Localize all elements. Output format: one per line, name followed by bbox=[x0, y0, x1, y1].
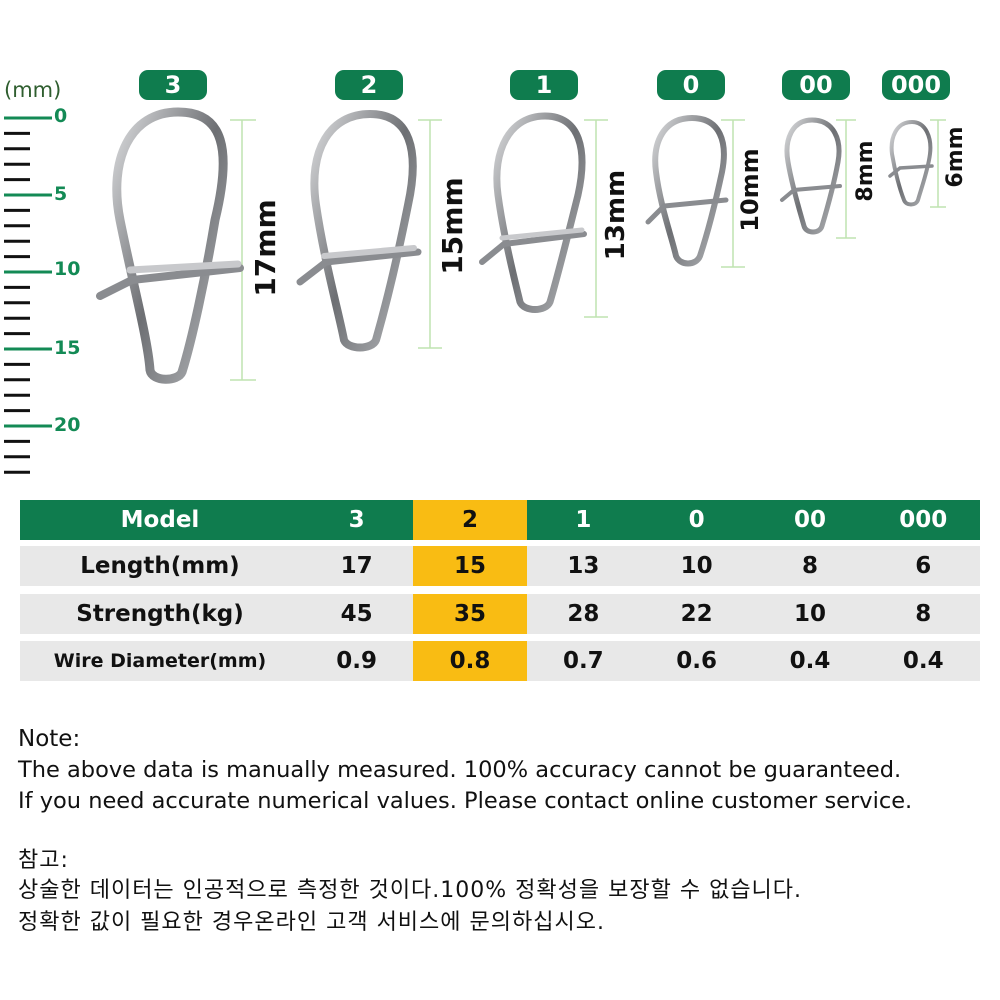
model-pill-00: 00 bbox=[782, 70, 850, 100]
table-header-cell: 000 bbox=[899, 507, 948, 533]
table-header-cell: 3 bbox=[348, 507, 365, 533]
model-pill-2: 2 bbox=[335, 70, 403, 100]
note-line-1: The above data is manually measured. 100… bbox=[18, 757, 902, 783]
table-header-row: Model 3 2 1 0 00 000 bbox=[20, 500, 980, 540]
table-cell: 8 bbox=[915, 601, 932, 627]
note-kr-line-2: 정확한 값이 필요한 경우온라인 고객 서비스에 문의하십시오. bbox=[18, 910, 605, 935]
ruler-label-5: 5 bbox=[54, 183, 68, 205]
snap-2-image bbox=[296, 109, 422, 352]
ruler-label-20: 20 bbox=[54, 414, 81, 436]
table-cell: 10 bbox=[680, 553, 713, 579]
table-cell: 0.4 bbox=[902, 648, 944, 674]
ruler-label-0: 0 bbox=[54, 105, 68, 127]
table-header-cell: 1 bbox=[575, 507, 592, 533]
length-label-00: 8mm bbox=[853, 140, 878, 202]
ruler bbox=[4, 116, 52, 474]
table-row-length: Length(mm) 17 15 13 10 8 6 bbox=[20, 546, 980, 586]
table-cell: 6 bbox=[915, 553, 932, 579]
note-kr-line-1: 상술한 데이터는 인공적으로 측정한 것이다.100% 정확성을 보장할 수 없… bbox=[18, 878, 803, 903]
table-header-cell-highlight: 2 bbox=[413, 500, 527, 540]
ruler-label-15: 15 bbox=[54, 337, 81, 359]
table-cell: 0.6 bbox=[676, 648, 718, 674]
table-row-wire-diameter: Wire Diameter(mm) 0.9 0.8 0.7 0.6 0.4 0.… bbox=[20, 641, 980, 681]
table-cell: 28 bbox=[567, 601, 600, 627]
length-label-2: 15mm bbox=[436, 177, 469, 275]
table-header-cell: 0 bbox=[688, 507, 705, 533]
snap-1-image bbox=[479, 112, 587, 313]
snap-00-image bbox=[780, 117, 842, 235]
model-pill-3: 3 bbox=[139, 70, 207, 100]
table-cell-highlight: 35 bbox=[413, 594, 527, 634]
table-cell: 0.4 bbox=[789, 648, 831, 674]
note-kr-title: 참고: bbox=[18, 848, 69, 873]
table-cell: 0.7 bbox=[562, 648, 604, 674]
table-cell: 10 bbox=[793, 601, 826, 627]
snap-0-image bbox=[645, 114, 729, 267]
ruler-unit-label: (mm) bbox=[4, 78, 62, 102]
note-title: Note: bbox=[18, 726, 81, 752]
table-cell: 22 bbox=[680, 601, 713, 627]
table-cell: 13 bbox=[567, 553, 600, 579]
length-label-0: 10mm bbox=[736, 148, 764, 232]
table-cell: 8 bbox=[801, 553, 818, 579]
length-label-3: 17mm bbox=[249, 199, 282, 297]
model-pill-1: 1 bbox=[510, 70, 578, 100]
model-pill-0: 0 bbox=[657, 70, 725, 100]
dimension-lines bbox=[230, 119, 946, 381]
snap-3-image bbox=[96, 107, 244, 384]
row-label-wire-diameter: Wire Diameter(mm) bbox=[53, 650, 267, 672]
note-line-2: If you need accurate numerical values. P… bbox=[18, 788, 913, 814]
table-cell: 0.9 bbox=[336, 648, 378, 674]
table-cell: 17 bbox=[340, 553, 373, 579]
length-label-1: 13mm bbox=[601, 169, 631, 261]
table-header-cell: 00 bbox=[793, 507, 826, 533]
table-header-label: Model bbox=[120, 507, 200, 533]
model-pill-000: 000 bbox=[882, 70, 950, 100]
length-label-000: 6mm bbox=[943, 126, 968, 188]
table-cell: 45 bbox=[340, 601, 373, 627]
snap-000-image bbox=[888, 119, 934, 207]
table-cell-highlight: 15 bbox=[413, 546, 527, 586]
table-cell-highlight: 0.8 bbox=[413, 641, 527, 681]
snap-illustrations bbox=[96, 107, 946, 384]
row-label-length: Length(mm) bbox=[80, 553, 240, 579]
ruler-label-10: 10 bbox=[54, 258, 81, 280]
row-label-strength: Strength(kg) bbox=[76, 601, 244, 627]
table-row-strength: Strength(kg) 45 35 28 22 10 8 bbox=[20, 594, 980, 634]
